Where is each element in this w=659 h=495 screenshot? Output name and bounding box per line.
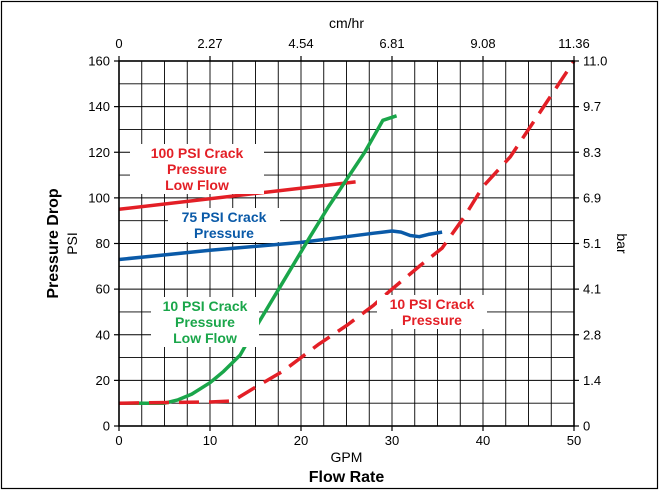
right-tick-label: 9.7 [583, 99, 601, 114]
right-axis-unit: bar [614, 233, 630, 254]
y-tick-label: 120 [88, 145, 110, 160]
top-tick-label: 9.08 [470, 36, 495, 51]
annotation-10-psi-low-flow-line: 10 PSI Crack [163, 298, 248, 314]
top-tick-label: 2.27 [197, 36, 222, 51]
right-tick-label: 4.1 [583, 282, 601, 297]
y-tick-label: 80 [96, 236, 110, 251]
y-tick-label: 0 [103, 419, 110, 434]
annotation-background [377, 295, 487, 329]
top-tick-label: 11.36 [558, 36, 590, 51]
right-tick-label: 11.0 [583, 54, 607, 69]
y-tick-label: 20 [96, 373, 110, 388]
top-tick-label: 6.81 [379, 36, 404, 51]
annotation-10-psi-low-flow-line: Low Flow [173, 330, 237, 346]
y-tick-label: 100 [88, 190, 110, 205]
series-line-100-psi-low-flow [118, 180, 356, 212]
annotation-background [168, 208, 280, 242]
x-tick-label: 10 [203, 433, 217, 448]
top-tick-label: 0 [115, 36, 122, 51]
left-axis-unit: PSI [64, 232, 80, 255]
top-tick-label: 4.54 [288, 36, 313, 51]
x-tick-label: 20 [294, 433, 308, 448]
top-axis-unit: cm/hr [329, 15, 364, 31]
annotation-background [151, 297, 259, 347]
right-tick-label: 5.1 [583, 236, 601, 251]
x-tick-label: 40 [476, 433, 490, 448]
x-tick-label: 50 [567, 433, 581, 448]
right-tick-label: 8.3 [583, 145, 601, 160]
right-tick-label: 0 [583, 419, 590, 434]
y-tick-label: 40 [96, 327, 110, 342]
y-tick-label: 160 [88, 54, 110, 69]
annotation-10-psi-low-flow-line: Pressure [175, 314, 235, 330]
annotation-75-psi-line: Pressure [194, 225, 254, 241]
x-tick-label: 0 [115, 433, 122, 448]
annotation-background [130, 144, 264, 194]
y-tick-label: 140 [88, 99, 110, 114]
right-tick-label: 6.9 [583, 190, 601, 205]
annotation-10-psi-line: Pressure [402, 312, 462, 328]
x-tick-label: 30 [385, 433, 399, 448]
annotation-100-psi-low-flow-line: 100 PSI Crack [151, 145, 244, 161]
annotation-100-psi-low-flow-line: Pressure [167, 161, 227, 177]
left-axis-title: Pressure Drop [45, 188, 62, 298]
series-line-75-psi [118, 229, 443, 262]
annotation-100-psi-low-flow-line: Low Flow [165, 177, 229, 193]
y-tick-label: 60 [96, 282, 110, 297]
right-tick-label: 2.8 [583, 327, 601, 342]
right-tick-label: 1.4 [583, 373, 601, 388]
bottom-axis-unit: GPM [331, 449, 363, 465]
series-line-10-psi [118, 60, 576, 405]
bottom-axis-title: Flow Rate [309, 469, 385, 486]
annotation-75-psi-line: 75 PSI Crack [182, 209, 267, 225]
annotation-10-psi-line: 10 PSI Crack [390, 296, 475, 312]
